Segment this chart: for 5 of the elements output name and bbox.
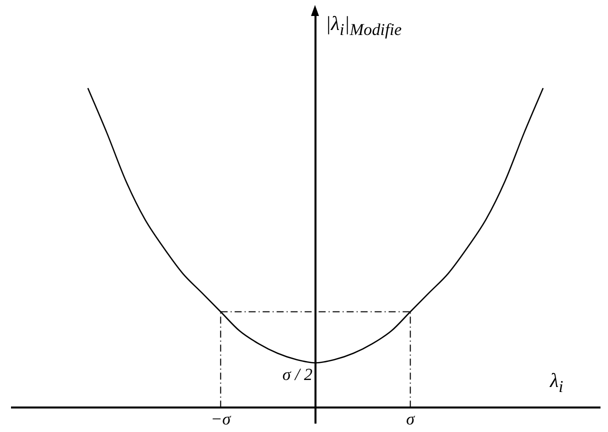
x-axis-title: λ$_{i}$ (550, 370, 564, 397)
annotation: σ / 2 (282, 364, 313, 384)
x-tick-label: −σ (210, 409, 232, 428)
x-tick-label: σ (406, 409, 416, 428)
y-axis-title: |λ$_{i}$|$_{Modifie}$ (325, 13, 402, 40)
